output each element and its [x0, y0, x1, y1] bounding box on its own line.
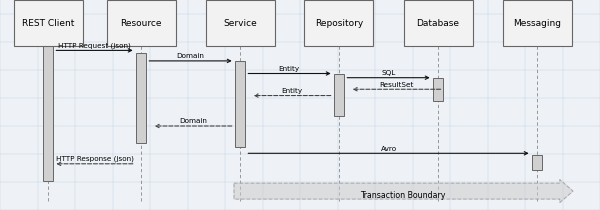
Text: REST Client: REST Client [22, 19, 74, 28]
Text: Avro: Avro [381, 146, 397, 152]
FancyBboxPatch shape [136, 52, 146, 143]
FancyBboxPatch shape [532, 155, 542, 170]
Text: Entity: Entity [281, 88, 303, 94]
Text: Entity: Entity [278, 66, 300, 72]
FancyBboxPatch shape [503, 0, 571, 46]
FancyBboxPatch shape [43, 46, 53, 181]
Text: ResultSet: ResultSet [379, 81, 414, 88]
FancyBboxPatch shape [334, 74, 344, 116]
FancyBboxPatch shape [304, 0, 373, 46]
Text: Repository: Repository [315, 19, 363, 28]
FancyBboxPatch shape [14, 0, 83, 46]
Text: Resource: Resource [120, 19, 162, 28]
Polygon shape [234, 180, 573, 203]
Text: SQL: SQL [381, 70, 395, 76]
Text: Transaction Boundary: Transaction Boundary [361, 191, 446, 200]
FancyBboxPatch shape [206, 0, 275, 46]
Text: Service: Service [223, 19, 257, 28]
FancyBboxPatch shape [433, 78, 443, 101]
FancyBboxPatch shape [404, 0, 473, 46]
Text: HTTP Response (json): HTTP Response (json) [56, 156, 134, 162]
FancyBboxPatch shape [107, 0, 176, 46]
Text: Domain: Domain [179, 118, 207, 124]
Text: HTTP Request (json): HTTP Request (json) [58, 42, 131, 49]
Text: Messaging: Messaging [513, 19, 561, 28]
Text: Database: Database [416, 19, 460, 28]
FancyBboxPatch shape [235, 61, 245, 147]
Text: Domain: Domain [176, 53, 204, 59]
